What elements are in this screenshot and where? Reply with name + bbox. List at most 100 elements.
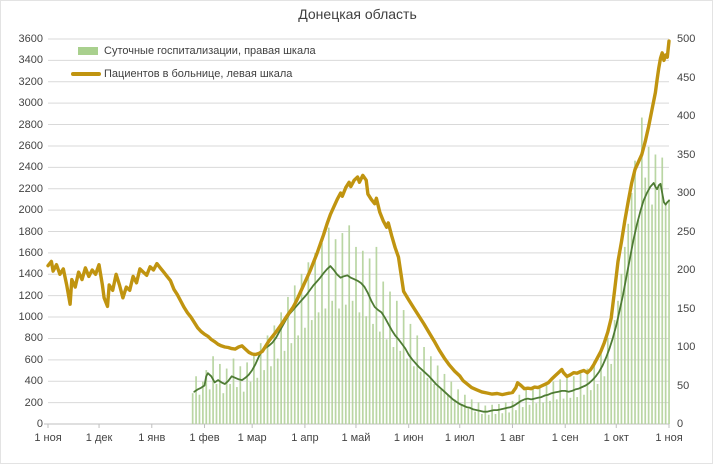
bar	[579, 373, 582, 424]
bar	[382, 281, 385, 424]
axis-tick-label: 2000	[18, 204, 43, 217]
bar	[327, 227, 330, 424]
bar	[273, 325, 276, 424]
bar	[266, 335, 269, 424]
bar	[389, 291, 391, 424]
axis-tick-label: 1400	[18, 268, 43, 281]
bar	[232, 358, 235, 424]
bar	[457, 389, 459, 424]
axis-tick-label: 100	[677, 341, 696, 353]
bar	[644, 177, 647, 424]
bar	[467, 408, 470, 424]
axis-tick-label: 450	[677, 71, 696, 84]
bar	[535, 403, 538, 424]
bar	[511, 400, 514, 424]
bar	[338, 308, 340, 424]
axis-tick-label: 800	[24, 332, 43, 345]
bar	[198, 394, 201, 424]
bar	[610, 363, 613, 424]
axis-tick-label: 1 фев	[189, 432, 220, 444]
bar	[474, 411, 476, 424]
bar	[491, 404, 493, 424]
bar	[324, 308, 327, 424]
bar	[498, 403, 500, 424]
bar	[487, 414, 490, 424]
bar	[477, 402, 480, 424]
bar	[433, 383, 436, 424]
bar	[253, 354, 255, 424]
bar	[215, 383, 218, 424]
bar	[351, 300, 354, 424]
bar	[307, 262, 310, 424]
axis-tick-label: 1 янв	[138, 432, 166, 444]
bar	[470, 399, 473, 424]
legend-label: Пациентов в больнице, левая шкала	[104, 68, 293, 80]
axis-tick-label: 1 ноя	[655, 432, 683, 444]
bar	[562, 398, 565, 424]
bar	[596, 383, 599, 424]
bar	[287, 296, 289, 424]
bar	[430, 356, 432, 424]
bar	[460, 403, 463, 424]
bar	[321, 243, 323, 424]
bar	[518, 394, 521, 424]
bar	[331, 300, 334, 424]
bar	[443, 373, 446, 424]
axis-tick-label: 0	[36, 418, 43, 430]
bar	[341, 233, 344, 424]
axis-tick-label: 1 апр	[291, 432, 319, 444]
bar	[640, 117, 643, 424]
bar	[515, 410, 517, 424]
axis-tick-label: 500	[677, 33, 696, 45]
bar	[484, 405, 487, 424]
bar	[576, 397, 579, 424]
bar	[552, 381, 555, 424]
bar	[385, 339, 388, 424]
bar	[569, 397, 572, 424]
axis-tick-label: 2800	[18, 118, 43, 131]
axis-tick-label: 1 июн	[393, 432, 424, 444]
axis-tick-label: 3600	[18, 33, 43, 45]
bar	[630, 193, 633, 424]
bar	[617, 300, 619, 424]
bar	[205, 370, 208, 424]
bar	[202, 381, 204, 424]
bar	[368, 258, 371, 424]
bar	[637, 219, 640, 424]
bar	[521, 407, 524, 424]
line-series-swatch-icon	[71, 72, 101, 76]
bar	[440, 389, 442, 424]
bar	[532, 387, 534, 424]
bar	[409, 323, 412, 424]
bar	[426, 377, 429, 424]
bar	[436, 365, 439, 424]
bar	[195, 376, 197, 424]
bar	[627, 223, 630, 424]
bar	[358, 312, 361, 424]
avg-hospitalizations-line	[193, 182, 670, 413]
bar	[399, 350, 402, 424]
bar	[453, 399, 456, 424]
bar	[242, 391, 245, 424]
axis-tick-label: 3200	[18, 75, 43, 88]
bar	[549, 400, 551, 424]
bar	[378, 331, 381, 424]
bar	[222, 393, 225, 424]
axis-tick-label: 1 дек	[85, 432, 113, 444]
bar	[572, 376, 575, 424]
bar	[647, 146, 650, 425]
axis-tick-label: 1200	[18, 289, 43, 302]
bar	[542, 402, 544, 424]
bar	[314, 253, 317, 424]
bar	[583, 394, 585, 424]
bar	[651, 204, 653, 424]
bar	[654, 154, 657, 424]
bar	[600, 350, 602, 424]
bar	[290, 343, 293, 424]
axis-tick-label: 350	[677, 148, 696, 161]
bar	[402, 310, 405, 424]
bar	[355, 246, 357, 424]
bar	[225, 368, 228, 424]
bar	[494, 413, 497, 424]
